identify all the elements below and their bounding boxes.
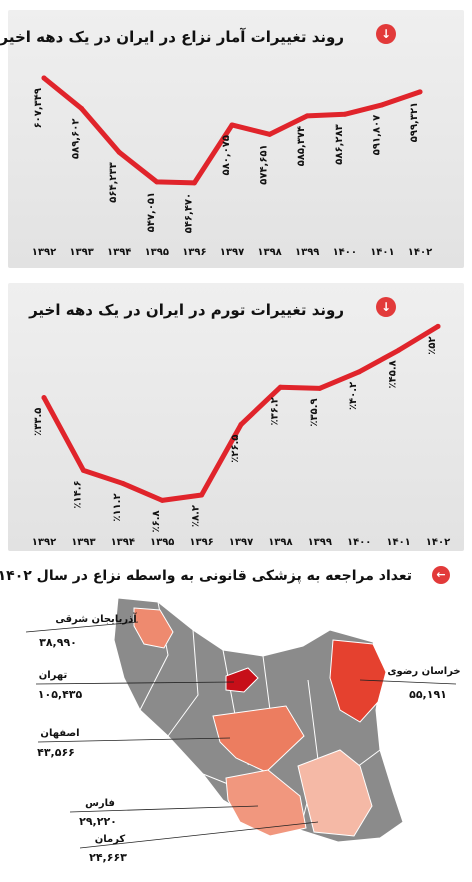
x-tick-label: ۱۳۹۹ (308, 537, 332, 548)
x-tick-label: ۱۳۹۲ (32, 247, 56, 258)
inflation-chart-title: روند تغییرات تورم در ایران در یک دهه اخی… (29, 301, 344, 319)
data-label: ۵۷۴,۶۵۱ (259, 144, 270, 184)
region-label-kerman: کرمان (95, 834, 126, 845)
data-point (41, 75, 47, 81)
map-panel: تعداد مراجعه به پزشکی قانونی به واسطه نز… (0, 560, 464, 876)
data-point (435, 323, 441, 329)
data-point (229, 122, 235, 128)
down-arrow-icon: ↓ (376, 24, 396, 44)
data-point (154, 179, 160, 185)
region-value-isfahan: ۴۳,۵۶۶ (37, 746, 75, 759)
x-tick-label: ۱۴۰۰ (333, 247, 357, 258)
data-point (41, 395, 47, 401)
conflict-chart-panel: روند تغییرات آمار نزاع در ایران در یک ده… (0, 10, 464, 268)
data-label: ٪۴۰.۲ (348, 382, 359, 410)
region-fars (225, 769, 307, 837)
region-tehran (225, 667, 259, 693)
region-value-tehran: ۱۰۵,۴۳۵ (38, 688, 83, 701)
data-label: ٪۱۱.۲ (112, 493, 123, 521)
data-point (277, 384, 283, 390)
x-tick-label: ۱۴۰۰ (347, 537, 371, 548)
map-title: تعداد مراجعه به پزشکی قانونی به واسطه نز… (0, 568, 412, 584)
region-label-khorasan-razavi: خراسان رضوی (387, 666, 460, 677)
data-label: ۵۴۷,۰۵۱ (146, 192, 157, 232)
region-east-azerbaijan (133, 607, 174, 649)
data-point (199, 492, 205, 498)
left-arrow-icon: ← (432, 566, 450, 584)
data-point (159, 497, 165, 503)
series-line (41, 323, 441, 503)
x-tick-label: ۱۴۰۱ (386, 537, 410, 548)
data-label: ٪۳۵.۹ (309, 398, 320, 426)
x-tick-label: ۱۳۹۴ (111, 537, 135, 548)
region-kerman (297, 749, 373, 837)
data-label: ۵۸۹,۶۰۲ (71, 119, 82, 159)
x-tick-label: ۱۴۰۱ (370, 247, 394, 258)
data-point (238, 422, 244, 428)
region-label-fars: فارس (85, 798, 115, 809)
data-point (191, 180, 197, 186)
data-label: ٪۳۳.۵ (33, 408, 44, 436)
data-label: ٪۵۲ (427, 336, 438, 354)
region-label-isfahan: اصفهان (40, 728, 79, 739)
data-point (356, 369, 362, 375)
iran-province-map: آذربایجان شرقی ۳۸,۹۹۰ تهران ۱۰۵,۴۳۵ اصفه… (25, 597, 461, 864)
x-tick-label: ۱۳۹۸ (257, 247, 281, 258)
data-label: ٪۶.۸ (151, 510, 162, 532)
data-label: ۵۹۱,۸۰۷ (371, 115, 382, 155)
x-tick-label: ۱۳۹۵ (145, 247, 169, 258)
data-label: ٪۱۴.۶ (72, 480, 83, 508)
x-tick-label: ۱۳۹۶ (189, 537, 213, 548)
conflict-chart-title: روند تغییرات آمار نزاع در ایران در یک ده… (0, 28, 344, 46)
data-point (116, 149, 122, 155)
x-tick-label: ۱۴۰۲ (426, 537, 450, 548)
data-point (304, 113, 310, 119)
data-label: ٪۲۶.۵ (230, 435, 241, 463)
region-label-tehran: تهران (39, 670, 68, 681)
region-khorasan-razavi (329, 639, 387, 723)
data-label: ۵۸۵,۳۷۴ (296, 126, 307, 166)
region-value-kerman: ۲۴,۶۶۳ (89, 851, 127, 864)
data-point (317, 385, 323, 391)
x-tick-label: ۱۳۹۸ (268, 537, 292, 548)
x-tick-label: ۱۳۹۹ (295, 247, 319, 258)
data-point (379, 102, 385, 108)
region-value-east-azerbaijan: ۳۸,۹۹۰ (39, 636, 77, 649)
region-value-khorasan-razavi: ۵۵,۱۹۱ (409, 688, 447, 701)
x-tick-label: ۱۳۹۳ (69, 247, 93, 258)
data-point (79, 106, 85, 112)
x-tick-label: ۱۳۹۶ (182, 247, 206, 258)
data-label: ٪۸.۲ (191, 505, 202, 527)
x-tick-label: ۱۳۹۳ (71, 537, 95, 548)
x-tick-label: ۱۳۹۵ (150, 537, 174, 548)
x-tick-label: ۱۳۹۷ (229, 537, 253, 548)
region-label-east-azerbaijan: آذربایجان شرقی (55, 612, 137, 625)
region-value-fars: ۲۹,۲۲۰ (79, 815, 117, 828)
data-label: ۵۴۶,۴۷۰ (183, 193, 194, 233)
data-label: ٪۳۶.۲ (269, 397, 280, 425)
down-arrow-icon: ↓ (376, 297, 396, 317)
data-label: ۵۸۶,۲۸۳ (334, 124, 345, 164)
data-label: ۵۸۰,۰۷۵ (221, 135, 232, 175)
data-label: ۶۰۷,۳۴۹ (33, 88, 44, 128)
data-label: ٪۴۵.۸ (388, 360, 399, 388)
data-point (396, 347, 402, 353)
conflict-line-chart: ۶۰۷,۳۴۹ ۱۳۹۲ ۵۸۹,۶۰۲ ۱۳۹۳ ۵۶۴,۲۳۳ ۱۳۹۴ ۵۴۷,۰۵۱… (32, 75, 432, 258)
x-tick-label: ۱۳۹۴ (107, 247, 131, 258)
data-label: ۵۹۹,۳۲۱ (409, 102, 420, 142)
data-label: ۵۶۴,۲۳۳ (108, 162, 119, 202)
x-tick-label: ۱۴۰۲ (408, 247, 432, 258)
data-point (267, 131, 273, 137)
inflation-chart-panel: روند تغییرات تورم در ایران در یک دهه اخی… (8, 283, 464, 551)
data-point (417, 89, 423, 95)
leader-lines (25, 621, 457, 849)
inflation-line-chart: ٪۳۳.۵ ۱۳۹۲ ٪۱۴.۶ ۱۳۹۳ ٪۱۱.۲ ۱۳۹۴ ٪۶.۸ ۱۳۹۵ ٪۸.۲ ۱… (32, 323, 450, 548)
x-tick-label: ۱۳۹۲ (32, 537, 56, 548)
data-point (80, 467, 86, 473)
x-tick-label: ۱۳۹۷ (220, 247, 244, 258)
data-point (342, 111, 348, 117)
data-point (120, 480, 126, 486)
